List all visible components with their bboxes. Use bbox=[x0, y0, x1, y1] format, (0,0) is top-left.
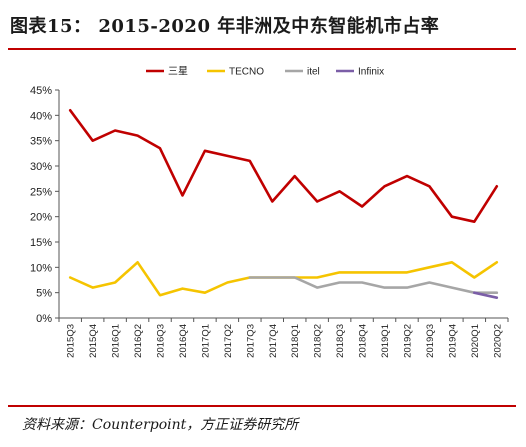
x-tick-label: 2017Q3 bbox=[245, 324, 256, 358]
x-tick-label: 2017Q2 bbox=[223, 324, 234, 358]
y-tick-label: 35% bbox=[30, 136, 52, 148]
chart-title: 图表15： 2015-2020 年非洲及中东智能机市占率 bbox=[10, 16, 440, 37]
x-tick-label: 2017Q4 bbox=[268, 324, 279, 358]
title-rule bbox=[8, 48, 516, 50]
y-tick-label: 30% bbox=[30, 161, 52, 173]
legend-label: itel bbox=[307, 67, 320, 78]
x-tick-label: 2019Q3 bbox=[425, 324, 436, 358]
source-rule bbox=[8, 405, 516, 407]
x-tick-label: 2019Q2 bbox=[402, 324, 413, 358]
series-line-itel bbox=[248, 276, 499, 295]
source-note: 资料来源：Counterpoint，方正证券研究所 bbox=[22, 417, 299, 433]
legend-label: TECNO bbox=[229, 67, 264, 78]
x-tick-label: 2016Q1 bbox=[111, 324, 122, 358]
x-tick-label: 2017Q1 bbox=[200, 324, 211, 358]
legend-label: 三星 bbox=[168, 66, 188, 78]
x-tick-label: 2018Q4 bbox=[358, 324, 369, 358]
y-tick-label: 40% bbox=[30, 110, 52, 122]
y-tick-label: 0% bbox=[36, 313, 52, 325]
x-tick-label: 2016Q4 bbox=[178, 324, 189, 358]
x-tick-label: 2019Q1 bbox=[380, 324, 391, 358]
x-tick-label: 2016Q3 bbox=[156, 324, 167, 358]
x-tick-label: 2018Q2 bbox=[313, 324, 324, 358]
x-tick-label: 2018Q1 bbox=[290, 324, 301, 358]
x-tick-label: 2015Q4 bbox=[88, 324, 99, 358]
series-line-Infinix bbox=[472, 291, 499, 300]
line-chart: 0% 5% 10% 15% 20% 25% 30% 35% 40% 45% 2015Q3 2015Q4… bbox=[30, 66, 509, 358]
x-tick-label: 2020Q1 bbox=[470, 324, 481, 358]
legend-label: Infinix bbox=[358, 67, 384, 78]
y-tick-label: 10% bbox=[30, 262, 52, 274]
x-tick-label: 2015Q3 bbox=[66, 324, 77, 358]
y-tick-label: 25% bbox=[30, 186, 52, 198]
y-tick-label: 20% bbox=[30, 212, 52, 224]
y-tick-label: 5% bbox=[36, 288, 52, 300]
x-tick-label: 2020Q2 bbox=[492, 324, 503, 358]
y-tick-label: 45% bbox=[30, 85, 52, 97]
x-tick-label: 2018Q3 bbox=[335, 324, 346, 358]
x-tick-label: 2016Q2 bbox=[133, 324, 144, 358]
y-tick-label: 15% bbox=[30, 237, 52, 249]
x-tick-label: 2019Q4 bbox=[447, 324, 458, 358]
series-line-三星 bbox=[68, 109, 499, 223]
